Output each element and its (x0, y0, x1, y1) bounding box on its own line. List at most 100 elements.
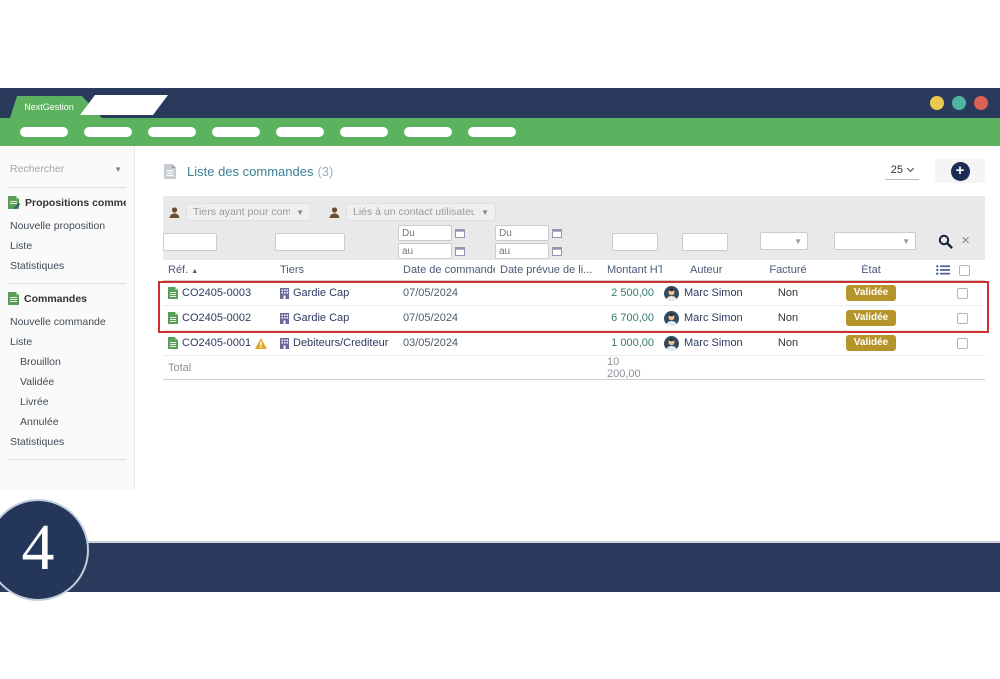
clear-filters-icon[interactable]: × (961, 232, 970, 249)
facture-filter-select[interactable]: ▼ (760, 232, 808, 250)
calendar-icon[interactable] (455, 228, 465, 238)
tiers-filter-input[interactable] (275, 232, 345, 251)
auteur-name: Marc Simon (684, 287, 743, 299)
order-ref: CO2405-0001 (182, 337, 252, 349)
search-icon[interactable] (938, 234, 953, 249)
row-checkbox[interactable] (957, 312, 968, 324)
auteur-filter-input[interactable] (682, 232, 728, 251)
sidebar-item-liste-commandes[interactable]: Liste (10, 336, 33, 348)
sidebar-item-statistiques-propositions[interactable]: Statistiques (10, 260, 65, 272)
montant-cell: 2 500,00 (611, 287, 654, 299)
chevron-down-icon: ▼ (902, 236, 910, 246)
sidebar-item-annulee[interactable]: Annulée (20, 416, 59, 428)
order-ref-link[interactable]: CO2405-0002 (163, 312, 275, 324)
section-title: Commandes (24, 292, 88, 305)
section-propositions[interactable]: Propositions comme... (8, 196, 126, 209)
table-row[interactable]: CO2405-0001 Debiteurs/Crediteur 03/05/20… (163, 331, 985, 356)
order-file-icon (168, 312, 178, 324)
auteur-link[interactable]: Marc Simon (662, 335, 754, 351)
table-row[interactable]: CO2405-0002 Gardie Cap 07/05/2024 6 700,… (163, 306, 985, 331)
order-ref-link[interactable]: CO2405-0001 (163, 337, 275, 349)
menu-pill[interactable] (20, 127, 68, 137)
menu-pill[interactable] (84, 127, 132, 137)
window-controls (930, 96, 988, 110)
sidebar-item-statistiques-commandes[interactable]: Statistiques (10, 436, 65, 448)
auteur-link[interactable]: Marc Simon (662, 285, 754, 301)
section-commandes[interactable]: Commandes (8, 292, 126, 305)
main-menubar (0, 118, 1000, 146)
tiers-link[interactable]: Gardie Cap (275, 287, 398, 299)
contact-filter-dropdown[interactable]: Liés à un contact utilisateu... ▼ (346, 203, 496, 221)
column-header-date-commande[interactable]: Date de commande (403, 264, 495, 276)
person-icon (329, 206, 340, 218)
date-commande-cell: 07/05/2024 (403, 287, 459, 299)
chevron-down-icon: ▼ (794, 236, 802, 246)
montant-filter-input[interactable] (612, 232, 658, 251)
warning-icon (255, 337, 268, 349)
brand-tab[interactable]: NextGestion (10, 96, 102, 118)
building-icon (280, 312, 289, 324)
chevron-down-icon: ▼ (296, 207, 304, 217)
table-row[interactable]: CO2405-0003 Gardie Cap 07/05/2024 2 500,… (163, 281, 985, 306)
sidebar-item-brouillon[interactable]: Brouillon (20, 356, 61, 368)
menu-pill[interactable] (340, 127, 388, 137)
column-header-tiers[interactable]: Tiers (280, 264, 305, 276)
sidebar-item-nouvelle-commande[interactable]: Nouvelle commande (10, 316, 106, 328)
avatar (664, 310, 679, 326)
facture-cell: Non (777, 337, 799, 349)
date-commande-from-input[interactable] (398, 225, 452, 241)
column-header-etat[interactable]: État (861, 264, 881, 276)
sidebar-item-livree[interactable]: Livrée (20, 396, 49, 408)
column-header-montant[interactable]: Montant HT (607, 264, 662, 276)
column-list-icon[interactable] (936, 265, 950, 275)
menu-pill[interactable] (404, 127, 452, 137)
date-commande-to-input[interactable] (398, 243, 452, 259)
dot-yellow-icon[interactable] (930, 96, 944, 110)
tiers-link[interactable]: Gardie Cap (275, 312, 398, 324)
menu-pill[interactable] (276, 127, 324, 137)
menu-pill[interactable] (468, 127, 516, 137)
total-label: Total (168, 362, 192, 374)
dot-teal-icon[interactable] (952, 96, 966, 110)
menu-pill[interactable] (148, 127, 196, 137)
search-dropdown[interactable]: Rechercher ▼ (8, 158, 126, 180)
column-header-facture[interactable]: Facturé (769, 264, 807, 276)
sidebar-item-validee[interactable]: Validée (20, 376, 55, 388)
row-checkbox[interactable] (957, 337, 968, 349)
column-header-ref[interactable]: Réf. ▲ (168, 264, 199, 276)
plus-icon: + (950, 161, 970, 181)
page-size-value: 25 (890, 164, 903, 176)
tiers-link[interactable]: Debiteurs/Crediteur (275, 337, 398, 349)
calendar-icon[interactable] (552, 246, 562, 256)
record-count: (3) (317, 163, 334, 179)
add-order-button[interactable]: + (935, 159, 985, 183)
page-header: Liste des commandes (3) 25 + (163, 146, 985, 196)
order-ref: CO2405-0003 (182, 287, 252, 299)
select-all-checkbox[interactable] (959, 264, 970, 276)
date-prevue-from-input[interactable] (495, 225, 549, 241)
order-icon (8, 292, 19, 305)
column-header-auteur[interactable]: Auteur (690, 264, 723, 276)
column-header-date-prevue[interactable]: Date prévue de li... (500, 264, 593, 276)
order-ref-link[interactable]: CO2405-0003 (163, 287, 275, 299)
avatar (664, 285, 679, 301)
tiers-filter-dropdown[interactable]: Tiers ayant pour com... ▼ (186, 203, 311, 221)
total-montant: 10 200,00 (607, 356, 641, 380)
divider (8, 187, 126, 188)
row-checkbox[interactable] (957, 287, 968, 299)
sidebar-item-liste-propositions[interactable]: Liste (10, 240, 33, 252)
dot-red-icon[interactable] (974, 96, 988, 110)
menu-pill[interactable] (212, 127, 260, 137)
divider (8, 459, 126, 460)
sort-asc-icon: ▲ (191, 268, 199, 275)
step-number-badge: 4 (0, 499, 89, 601)
calendar-icon[interactable] (455, 246, 465, 256)
auteur-link[interactable]: Marc Simon (662, 310, 754, 326)
etat-filter-select[interactable]: ▼ (834, 232, 916, 250)
page-size-select[interactable]: 25 (884, 162, 919, 180)
search-dropdown-label: Rechercher (10, 163, 65, 175)
sidebar-item-nouvelle-proposition[interactable]: Nouvelle proposition (10, 220, 106, 232)
date-prevue-to-input[interactable] (495, 243, 549, 259)
ref-filter-input[interactable] (163, 232, 217, 251)
calendar-icon[interactable] (552, 228, 562, 238)
